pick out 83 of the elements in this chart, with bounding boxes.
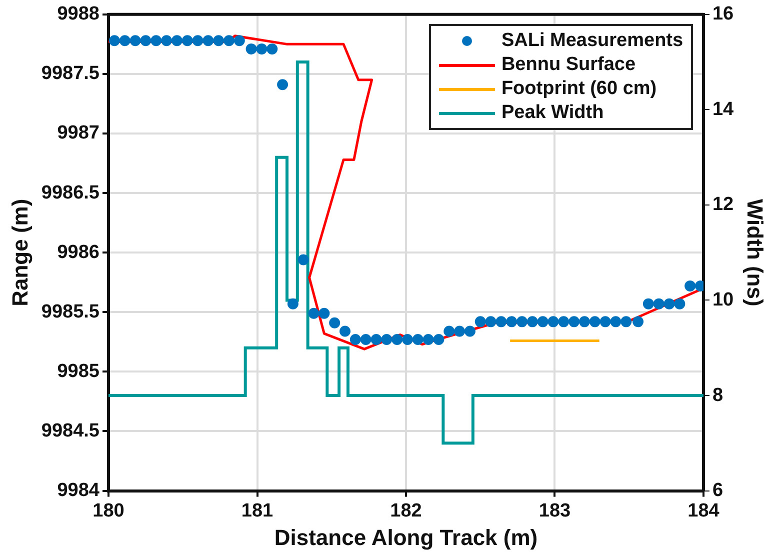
point (381, 334, 392, 346)
point (192, 35, 204, 46)
point (548, 316, 559, 328)
y-tick-label: 9986 (57, 242, 100, 263)
point (150, 35, 162, 46)
y-tick-label: 9988 (57, 4, 100, 25)
point (444, 326, 455, 337)
y-tick-label: 9987.5 (41, 63, 100, 84)
legend-label: SALi Measurements (501, 30, 684, 52)
x-tick-label: 184 (688, 500, 720, 522)
point (213, 35, 224, 46)
y2-tick-label: 8 (712, 384, 724, 406)
y-tick-label: 9984 (57, 480, 100, 502)
y2-axis-title: Width (ns) (742, 198, 768, 306)
point (568, 316, 580, 328)
point (234, 35, 245, 46)
point (287, 298, 298, 310)
x-tick-label: 182 (390, 500, 422, 522)
y2-tick-label: 16 (712, 4, 734, 25)
point (620, 316, 632, 328)
point (664, 298, 675, 310)
point (308, 308, 320, 319)
x-tick-label: 181 (241, 500, 274, 522)
point (318, 308, 330, 319)
legend-label: Footprint (60 cm) (501, 78, 657, 100)
point (161, 35, 172, 46)
x-tick-label: 183 (538, 500, 571, 522)
point (130, 35, 141, 46)
point (202, 35, 214, 46)
legend-label: Peak Width (501, 102, 604, 124)
point (340, 326, 351, 337)
x-tick-label: 180 (92, 500, 124, 522)
point (108, 35, 120, 46)
point (578, 316, 590, 328)
point (433, 334, 444, 346)
point (360, 334, 372, 346)
point (464, 326, 476, 337)
point (684, 280, 696, 292)
point (674, 298, 686, 310)
point (412, 334, 424, 346)
point (610, 316, 622, 328)
point (506, 316, 518, 328)
point (266, 43, 278, 54)
point (246, 43, 257, 54)
y-tick-label: 9987 (57, 122, 100, 144)
point (526, 316, 538, 328)
point (642, 298, 654, 310)
point (600, 316, 611, 328)
y-tick-label: 9984.5 (41, 420, 100, 442)
point (402, 334, 413, 346)
point (589, 316, 600, 328)
point (632, 316, 644, 328)
point (171, 35, 182, 46)
y-tick-label: 9985 (57, 360, 100, 382)
legend-label: Bennu Surface (501, 54, 636, 76)
point (256, 43, 268, 54)
point (277, 79, 288, 90)
point (392, 334, 403, 346)
point (119, 35, 130, 46)
y2-tick-label: 10 (712, 289, 734, 310)
point (350, 334, 361, 346)
point (485, 316, 496, 328)
point (182, 35, 193, 46)
point (474, 316, 486, 328)
y2-tick-label: 6 (712, 480, 724, 502)
point (653, 298, 664, 310)
y-axis-title: Range (m) (7, 198, 32, 306)
point (298, 254, 309, 266)
point (370, 334, 382, 346)
point (537, 316, 548, 328)
y-tick-label: 9986.5 (41, 182, 100, 204)
point (329, 317, 340, 328)
point (516, 316, 528, 328)
point (496, 316, 507, 328)
point (558, 316, 570, 328)
point (140, 35, 152, 46)
point (223, 35, 234, 46)
point (454, 326, 466, 337)
x-axis-title: Distance Along Track (m) (274, 524, 538, 550)
y2-tick-label: 14 (712, 98, 734, 120)
point (422, 334, 434, 346)
y2-tick-label: 12 (712, 194, 734, 216)
y-tick-label: 9985.5 (41, 301, 100, 322)
